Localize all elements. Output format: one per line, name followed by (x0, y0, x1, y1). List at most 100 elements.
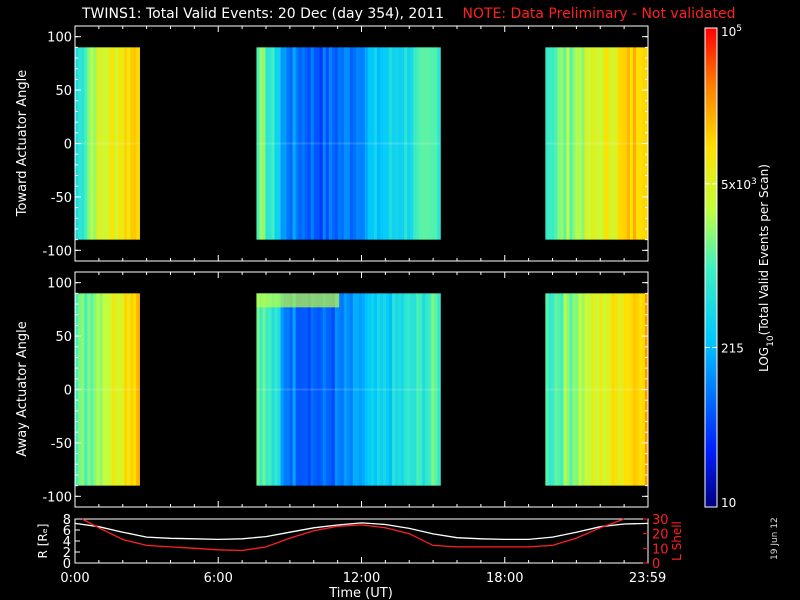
heatmap-cell (626, 47, 631, 240)
lshell-tick-label: 0 (652, 557, 660, 572)
y-tick-label: -50 (51, 191, 72, 206)
heatmap-cell (590, 293, 595, 486)
heatmap-cell (638, 293, 643, 486)
heatmap-cell (325, 47, 330, 240)
heatmap-cell (340, 293, 345, 486)
heatmap-cell (124, 47, 128, 240)
top-band (256, 293, 340, 308)
heatmap-cell (370, 293, 375, 486)
heatmap-cell (81, 293, 85, 486)
heatmap-cell (380, 293, 384, 486)
heatmap-cell (313, 47, 318, 240)
heatmap-cell (328, 293, 333, 486)
r-distance-line (74, 522, 649, 541)
time-axis: 0:00 6:00 12:00 18:00 23:59 (60, 557, 666, 586)
heatmap-cell (575, 293, 580, 486)
heatmap-cell (111, 293, 116, 486)
heatmap-cell (398, 293, 402, 486)
away-heatmap-cells (75, 293, 649, 486)
heatmap-cell (632, 293, 637, 486)
toward-heatmap-panel: 100 50 0 -50 -100 Toward Actuator Angle (15, 25, 649, 262)
heatmap-cell (268, 293, 273, 486)
heatmap-cell (425, 47, 429, 240)
heatmap-cell (304, 47, 309, 240)
heatmap-cell (563, 47, 567, 240)
heatmap-cell (90, 47, 94, 240)
heatmap-cell (367, 293, 372, 486)
heatmap-cell (626, 293, 631, 486)
heatmap-cell (401, 293, 405, 486)
heatmap-cell (310, 293, 315, 486)
heatmap-cell (587, 47, 592, 240)
heatmap-cell (611, 47, 616, 240)
y-tick-label: 50 (55, 330, 72, 345)
y-tick-label: 0 (64, 138, 72, 153)
heatmap-cell (428, 293, 432, 486)
heatmap-cell (277, 47, 282, 240)
heatmap-cell (136, 47, 140, 240)
heatmap-cell (337, 293, 342, 486)
heatmap-cell (377, 47, 381, 240)
heatmap-cell (84, 47, 88, 240)
heatmap-cell (614, 47, 619, 240)
heatmap-cell (127, 47, 131, 240)
heatmap-cell (404, 47, 408, 240)
heatmap-cell (268, 47, 273, 240)
colorbar-label: LOG10(Total Valid Events per Scan) (757, 164, 776, 372)
heatmap-cell (274, 293, 279, 486)
colorbar-tick-label: 5x103 (721, 177, 757, 192)
heatmap-cell (566, 293, 570, 486)
heatmap-cell (295, 293, 300, 486)
heatmap-cell (638, 47, 643, 240)
heatmap-cell (96, 47, 101, 240)
heatmap-cell (331, 293, 336, 486)
r-tick-label: 0 (63, 557, 71, 572)
heatmap-cell (599, 47, 604, 240)
heatmap-cell (331, 47, 336, 240)
heatmap-cell (407, 293, 411, 486)
colorbar-frame (704, 27, 718, 508)
heatmap-cell (635, 293, 640, 486)
y-tick-label: 0 (64, 384, 72, 399)
orbit-lines (74, 518, 649, 552)
heatmap-cell (566, 47, 570, 240)
heatmap-cell (437, 293, 441, 486)
heatmap-cell (93, 293, 97, 486)
heatmap-cell (605, 293, 610, 486)
heatmap-cell (386, 293, 390, 486)
time-axis-label: Time (UT) (328, 586, 393, 600)
heatmap-cell (259, 293, 263, 486)
heatmap-cell (262, 47, 266, 240)
heatmap-cell (620, 293, 625, 486)
heatmap-cell (632, 47, 637, 240)
heatmap-cell (584, 47, 589, 240)
heatmap-cell (623, 293, 628, 486)
heatmap-cell (105, 47, 110, 240)
time-tick-label: 12:00 (343, 571, 380, 586)
heatmap-cell (377, 293, 381, 486)
heatmap-cell (389, 293, 393, 486)
heatmap-cell (355, 293, 360, 486)
heatmap-cell (90, 293, 94, 486)
heatmap-cell (373, 47, 378, 240)
toward-y-axis: 100 50 0 -50 -100 (42, 26, 649, 261)
heatmap-cell (383, 293, 387, 486)
heatmap-cell (346, 293, 351, 486)
heatmap-cell (548, 293, 552, 486)
heatmap-cell (108, 47, 113, 240)
heatmap-cell (587, 293, 592, 486)
heatmap-cell (121, 293, 125, 486)
heatmap-cell (608, 47, 613, 240)
heatmap-cell (319, 293, 324, 486)
heatmap-cell (292, 47, 297, 240)
heatmap-cell (392, 47, 396, 240)
heatmap-cell (313, 293, 318, 486)
heatmap-cell (367, 47, 372, 240)
heatmap-cell (422, 293, 426, 486)
heatmap-cell (87, 293, 91, 486)
heatmap-cell (551, 47, 555, 240)
heatmap-cell (629, 293, 634, 486)
heatmap-cell (289, 293, 294, 486)
heatmap-cell (343, 47, 348, 240)
